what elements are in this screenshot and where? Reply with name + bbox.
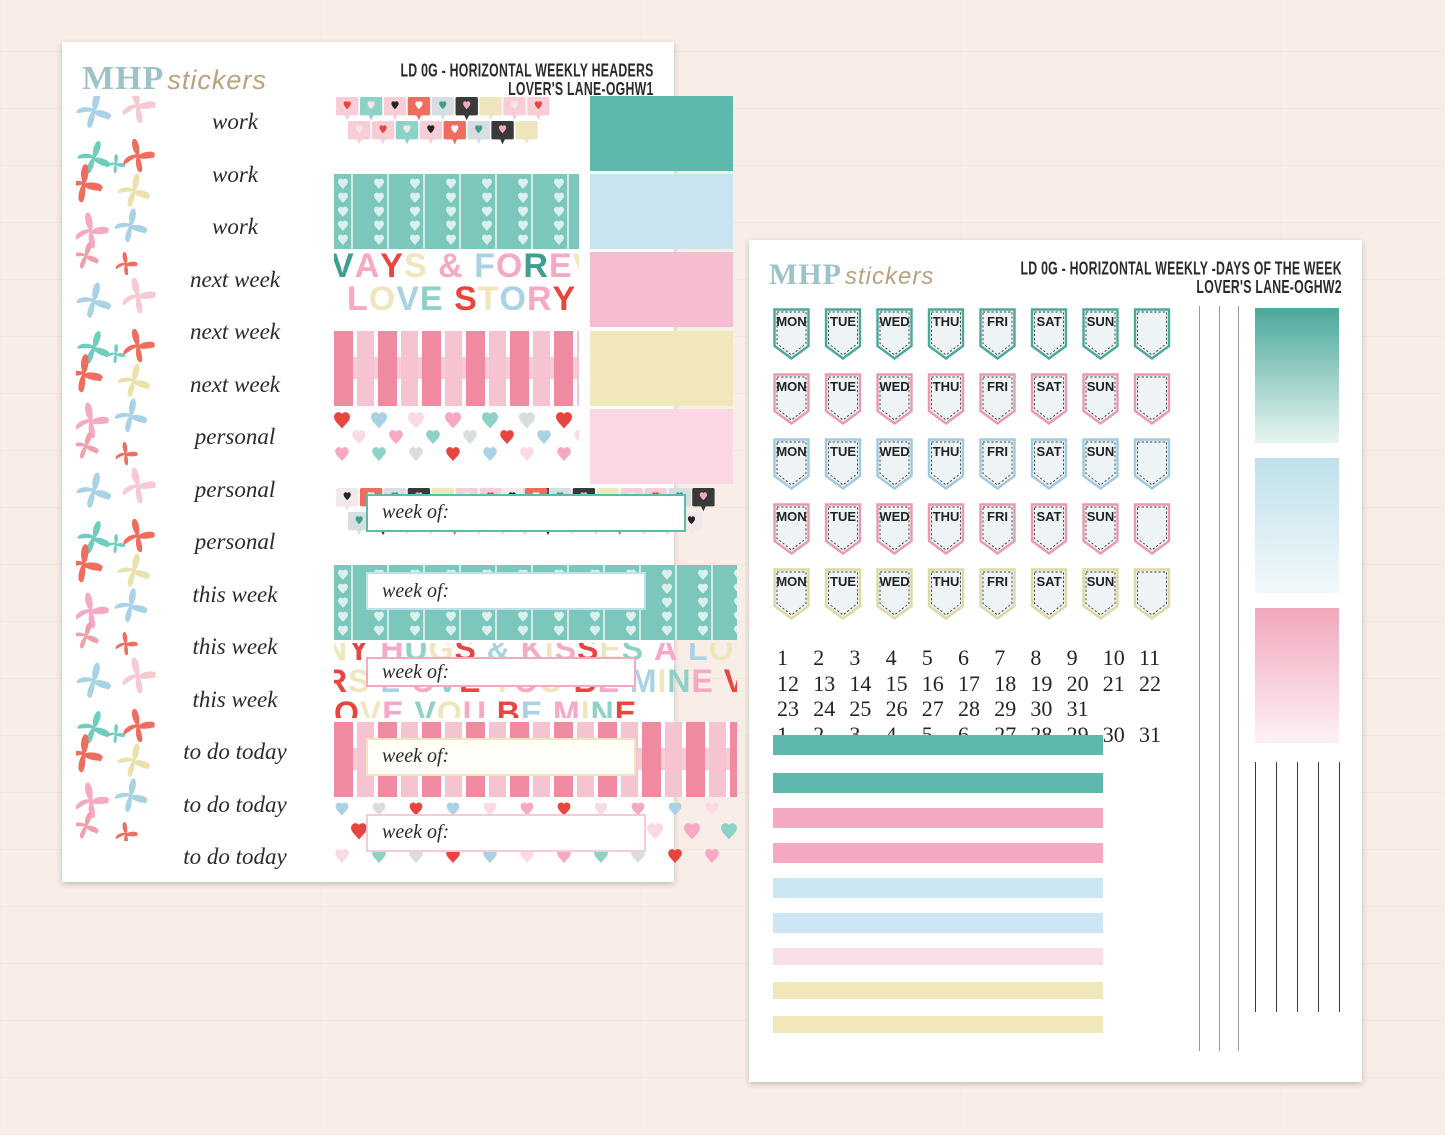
svg-text:WED: WED [879, 509, 909, 524]
svg-text:FRI: FRI [987, 314, 1008, 329]
svg-text:SUN: SUN [1087, 379, 1114, 394]
svg-text:SUN: SUN [1087, 509, 1114, 524]
svg-text:WED: WED [879, 379, 909, 394]
svg-text:FRI: FRI [987, 574, 1008, 589]
svg-text:SUN: SUN [1087, 314, 1114, 329]
svg-text:SAT: SAT [1036, 509, 1061, 524]
svg-text:TUE: TUE [830, 314, 856, 329]
svg-text:SAT: SAT [1036, 314, 1061, 329]
svg-text:MON: MON [776, 379, 806, 394]
svg-text:THU: THU [933, 444, 960, 459]
svg-text:SUN: SUN [1087, 574, 1114, 589]
svg-text:TUE: TUE [830, 444, 856, 459]
svg-text:THU: THU [933, 379, 960, 394]
svg-text:WED: WED [879, 574, 909, 589]
svg-text:FRI: FRI [987, 379, 1008, 394]
svg-text:THU: THU [933, 574, 960, 589]
svg-text:FRI: FRI [987, 509, 1008, 524]
svg-text:SAT: SAT [1036, 574, 1061, 589]
svg-text:SUN: SUN [1087, 444, 1114, 459]
svg-text:MON: MON [776, 574, 806, 589]
svg-text:MON: MON [776, 509, 806, 524]
svg-text:SAT: SAT [1036, 379, 1061, 394]
svg-text:WED: WED [879, 444, 909, 459]
svg-text:THU: THU [933, 314, 960, 329]
svg-text:MON: MON [776, 314, 806, 329]
svg-text:TUE: TUE [830, 509, 856, 524]
svg-text:SAT: SAT [1036, 444, 1061, 459]
svg-text:MON: MON [776, 444, 806, 459]
svg-text:WED: WED [879, 314, 909, 329]
svg-text:FRI: FRI [987, 444, 1008, 459]
svg-text:TUE: TUE [830, 574, 856, 589]
svg-text:THU: THU [933, 509, 960, 524]
svg-text:TUE: TUE [830, 379, 856, 394]
